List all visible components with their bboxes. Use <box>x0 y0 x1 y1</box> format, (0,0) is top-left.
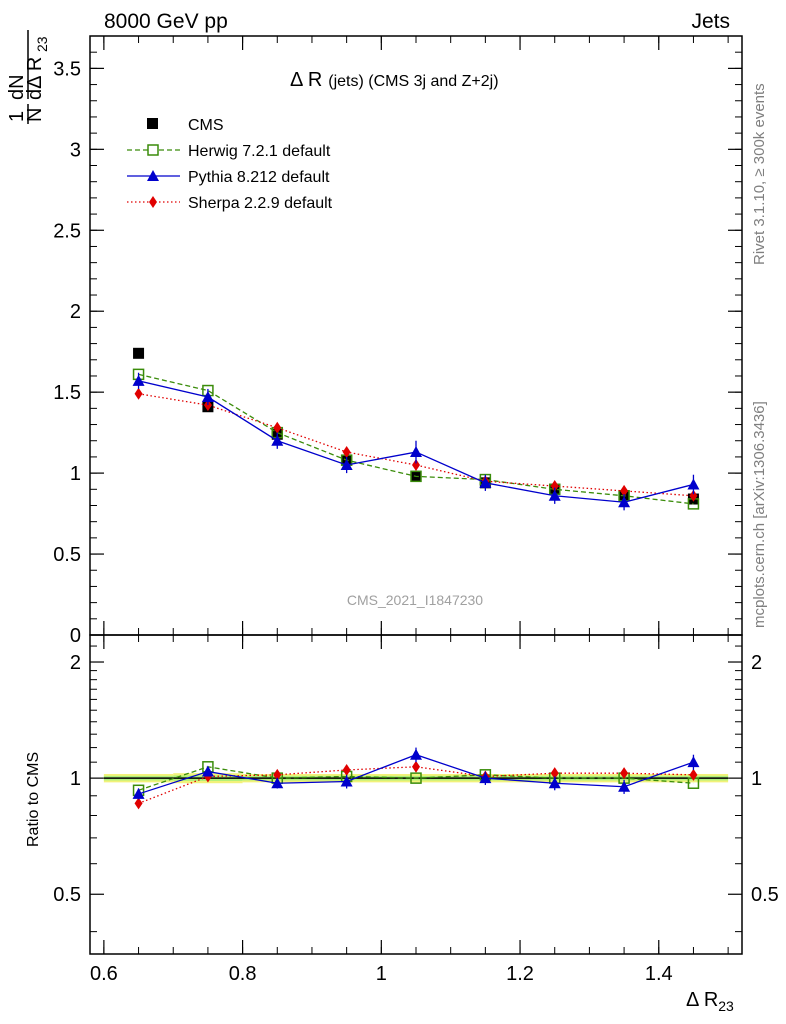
sherpa-line <box>138 766 694 805</box>
y-tick-label: 3.5 <box>53 58 81 80</box>
pythia-point <box>340 775 353 787</box>
sherpa-point <box>550 480 559 493</box>
ratio-series-sherpa <box>134 760 698 810</box>
y-tick-label: 2.5 <box>53 220 81 242</box>
plot-title: Δ R (jets) (CMS 3j and Z+2j) <box>290 69 499 91</box>
sherpa-point <box>342 446 351 459</box>
pythia-point <box>132 787 145 799</box>
rivet-label: Rivet 3.1.10, ≥ 300k events <box>751 83 768 265</box>
y-tick-label: 2 <box>70 301 81 323</box>
legend-marker-sherpa <box>149 196 157 208</box>
pythia-point <box>271 434 284 446</box>
ratio-y-tick-label-right: 1 <box>751 768 762 790</box>
legend-marker-herwig <box>147 144 159 156</box>
y-tick-label: 3 <box>70 139 81 161</box>
legend-marker-pythia <box>147 170 159 181</box>
data-series <box>132 347 700 810</box>
sherpa-point <box>620 767 629 780</box>
y-tick-label: 1.5 <box>53 382 81 404</box>
sherpa-point <box>342 763 351 776</box>
legend-marker-cms <box>147 118 158 129</box>
sherpa-point <box>412 760 420 773</box>
plot-title-main: Δ R <box>290 69 322 91</box>
ratio-y-tick-label-right: 2 <box>751 652 762 674</box>
ratio-y-tick-label: 0.5 <box>53 884 81 906</box>
pythia-point <box>618 780 631 792</box>
main-ylabel-den: dΔ R <box>24 57 46 100</box>
x-tick-label: 0.6 <box>90 963 118 985</box>
y-tick-label: 0 <box>70 625 81 647</box>
main-ylabel-sub: 23 <box>34 36 50 52</box>
pythia-point <box>201 391 214 403</box>
legend-label-cms: CMS <box>188 117 224 134</box>
sherpa-point <box>273 768 282 781</box>
main-ylabel: 1 N dN dΔ R 23 <box>6 30 50 124</box>
main-ylabel-one: 1 <box>6 111 28 122</box>
pythia-point <box>271 777 284 789</box>
sherpa-point <box>689 768 698 781</box>
x-axis-label-sub: 23 <box>718 998 734 1014</box>
herwig-point <box>410 772 422 784</box>
process-label: Jets <box>691 10 730 33</box>
x-tick-label: 1 <box>376 963 387 985</box>
cms-data-point <box>133 347 145 359</box>
herwig-line <box>138 766 694 791</box>
y-tick-label: 1 <box>70 463 81 485</box>
herwig-line <box>138 373 694 505</box>
axis-ticks: 0.6 0.8 1 1.2 1.4 0 0.5 1 1.5 2 2.5 3 3.5 0.5 0.5 1 1 2 2 <box>53 35 779 985</box>
ratio-plot-frame <box>89 634 743 955</box>
pythia-point <box>548 489 561 501</box>
sherpa-point <box>273 421 282 434</box>
ratio-y-tick-label: 2 <box>70 652 81 674</box>
main-ylabel-n: N <box>24 108 46 122</box>
main-ylabel-dn: dN <box>6 74 28 100</box>
legend-label-pythia: Pythia 8.212 default <box>188 169 330 186</box>
pythia-point <box>132 374 145 386</box>
pythia-point <box>687 756 700 768</box>
pythia-point <box>479 772 492 784</box>
ratio-series-pythia <box>132 747 700 800</box>
plot-title-rest: (jets) (CMS 3j and Z+2j) <box>328 73 498 90</box>
legend: CMS Herwig 7.2.1 default Pythia 8.212 de… <box>127 117 333 212</box>
legend-label-sherpa: Sherpa 2.2.9 default <box>188 195 333 212</box>
pythia-point <box>687 478 700 490</box>
x-tick-label: 1.2 <box>506 963 534 985</box>
sherpa-point <box>134 797 143 810</box>
pythia-point <box>479 476 492 488</box>
pythia-point <box>410 748 422 760</box>
energy-label: 8000 GeV pp <box>104 10 228 33</box>
pythia-point <box>340 459 353 471</box>
pythia-point <box>618 496 631 508</box>
y-tick-label: 0.5 <box>53 544 81 566</box>
legend-label-herwig: Herwig 7.2.1 default <box>188 143 331 160</box>
main-series-herwig <box>132 368 700 510</box>
herwig-point <box>410 470 422 483</box>
url-label: mcplots.cern.ch [arXiv:1306.3436] <box>751 401 768 628</box>
main-series-pythia <box>132 372 700 511</box>
ratio-y-tick-label: 1 <box>70 768 81 790</box>
x-axis-label: Δ R23 <box>686 989 734 1014</box>
analysis-watermark: CMS_2021_I1847230 <box>347 592 483 608</box>
x-tick-label: 1.4 <box>645 963 673 985</box>
sherpa-point <box>550 767 559 780</box>
pythia-point <box>410 446 422 458</box>
sherpa-point <box>689 489 698 502</box>
x-axis-label-main: Δ R <box>686 989 718 1011</box>
sherpa-point <box>412 459 420 472</box>
pythia-point <box>201 765 214 777</box>
x-tick-label: 0.8 <box>229 963 257 985</box>
sherpa-point <box>134 387 143 400</box>
sherpa-point <box>620 484 629 497</box>
ratio-y-tick-label-right: 0.5 <box>751 884 779 906</box>
pythia-point <box>548 777 561 789</box>
ratio-ylabel: Ratio to CMS <box>25 752 42 847</box>
